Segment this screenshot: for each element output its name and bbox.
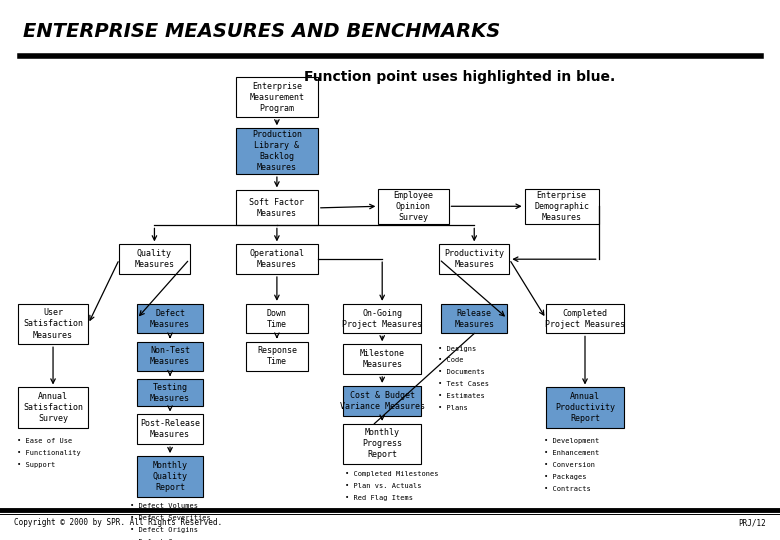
Text: Soft Factor
Measures: Soft Factor Measures [250, 198, 304, 218]
Bar [441, 303, 507, 333]
Bar [137, 303, 203, 333]
Text: PRJ/12: PRJ/12 [738, 518, 766, 528]
Text: • Defect Causes: • Defect Causes [130, 539, 194, 540]
Bar [246, 342, 308, 372]
Text: Monthly
Quality
Report: Monthly Quality Report [153, 461, 187, 492]
Bar [343, 345, 421, 374]
Text: Enterprise
Measurement
Program: Enterprise Measurement Program [250, 82, 304, 113]
Bar [246, 303, 308, 333]
Text: • Packages: • Packages [544, 474, 587, 480]
Bar [18, 303, 88, 345]
Text: Annual
Productivity
Report: Annual Productivity Report [555, 392, 615, 423]
Bar [137, 379, 203, 406]
Text: • Plans: • Plans [438, 405, 468, 411]
Text: • Functionality: • Functionality [17, 450, 81, 456]
Text: Non-Test
Measures: Non-Test Measures [150, 346, 190, 367]
Text: Function point uses highlighted in blue.: Function point uses highlighted in blue. [304, 70, 615, 84]
Bar [137, 342, 203, 372]
Text: User
Satisfaction
Measures: User Satisfaction Measures [23, 308, 83, 340]
Text: • Defect Severities: • Defect Severities [130, 515, 211, 521]
Text: ENTERPRISE MEASURES AND BENCHMARKS: ENTERPRISE MEASURES AND BENCHMARKS [23, 22, 501, 40]
Bar [236, 191, 318, 226]
Bar [546, 303, 624, 333]
Bar [119, 244, 190, 274]
Text: Down
Time: Down Time [267, 308, 287, 329]
Text: • Defect Volumes: • Defect Volumes [130, 503, 198, 509]
Bar [439, 244, 509, 274]
Text: • Conversion: • Conversion [544, 462, 595, 468]
Text: • Plan vs. Actuals: • Plan vs. Actuals [345, 483, 421, 489]
Text: Operational
Measures: Operational Measures [250, 249, 304, 269]
Text: Completed
Project Measures: Completed Project Measures [545, 308, 625, 329]
Bar [18, 388, 88, 428]
Bar [378, 188, 448, 224]
Text: Quality
Measures: Quality Measures [134, 249, 175, 269]
Bar [546, 388, 624, 428]
Bar [343, 423, 421, 464]
Text: • Documents: • Documents [438, 369, 485, 375]
Text: • Development: • Development [544, 438, 600, 444]
Text: • Enhancement: • Enhancement [544, 450, 600, 456]
Bar [137, 456, 203, 497]
Text: Enterprise
Demographic
Measures: Enterprise Demographic Measures [534, 191, 589, 222]
Text: Productivity
Measures: Productivity Measures [445, 249, 504, 269]
Bar [236, 128, 318, 174]
Text: • Designs: • Designs [438, 346, 477, 352]
Text: • Red Flag Items: • Red Flag Items [345, 495, 413, 501]
Text: Response
Time: Response Time [257, 346, 297, 367]
Text: Testing
Measures: Testing Measures [150, 382, 190, 403]
Text: On-Going
Project Measures: On-Going Project Measures [342, 308, 422, 329]
Text: • Defect Origins: • Defect Origins [130, 527, 198, 533]
Text: Cost & Budget
Variance Measures: Cost & Budget Variance Measures [340, 390, 424, 411]
Text: • Code: • Code [438, 357, 464, 363]
Text: Employee
Opinion
Survey: Employee Opinion Survey [393, 191, 434, 222]
Text: • Completed Milestones: • Completed Milestones [345, 471, 438, 477]
Bar [236, 77, 318, 117]
Text: Annual
Satisfaction
Survey: Annual Satisfaction Survey [23, 392, 83, 423]
Bar [343, 303, 421, 333]
Text: Monthly
Progress
Report: Monthly Progress Report [362, 428, 402, 460]
Text: • Estimates: • Estimates [438, 393, 485, 399]
Text: Release
Measures: Release Measures [454, 308, 495, 329]
Bar [343, 386, 421, 416]
Text: Defect
Measures: Defect Measures [150, 308, 190, 329]
Text: • Contracts: • Contracts [544, 486, 591, 492]
Text: Production
Library &
Backlog
Measures: Production Library & Backlog Measures [252, 130, 302, 172]
Bar [524, 188, 599, 224]
Bar [137, 415, 203, 444]
Text: • Ease of Use: • Ease of Use [17, 438, 73, 444]
Bar [236, 244, 318, 274]
Text: Milestone
Measures: Milestone Measures [360, 349, 405, 369]
Text: Copyright © 2000 by SPR. All Rights Reserved.: Copyright © 2000 by SPR. All Rights Rese… [14, 518, 222, 528]
Text: • Support: • Support [17, 462, 55, 468]
Text: Post-Release
Measures: Post-Release Measures [140, 419, 200, 440]
Text: • Test Cases: • Test Cases [438, 381, 489, 387]
